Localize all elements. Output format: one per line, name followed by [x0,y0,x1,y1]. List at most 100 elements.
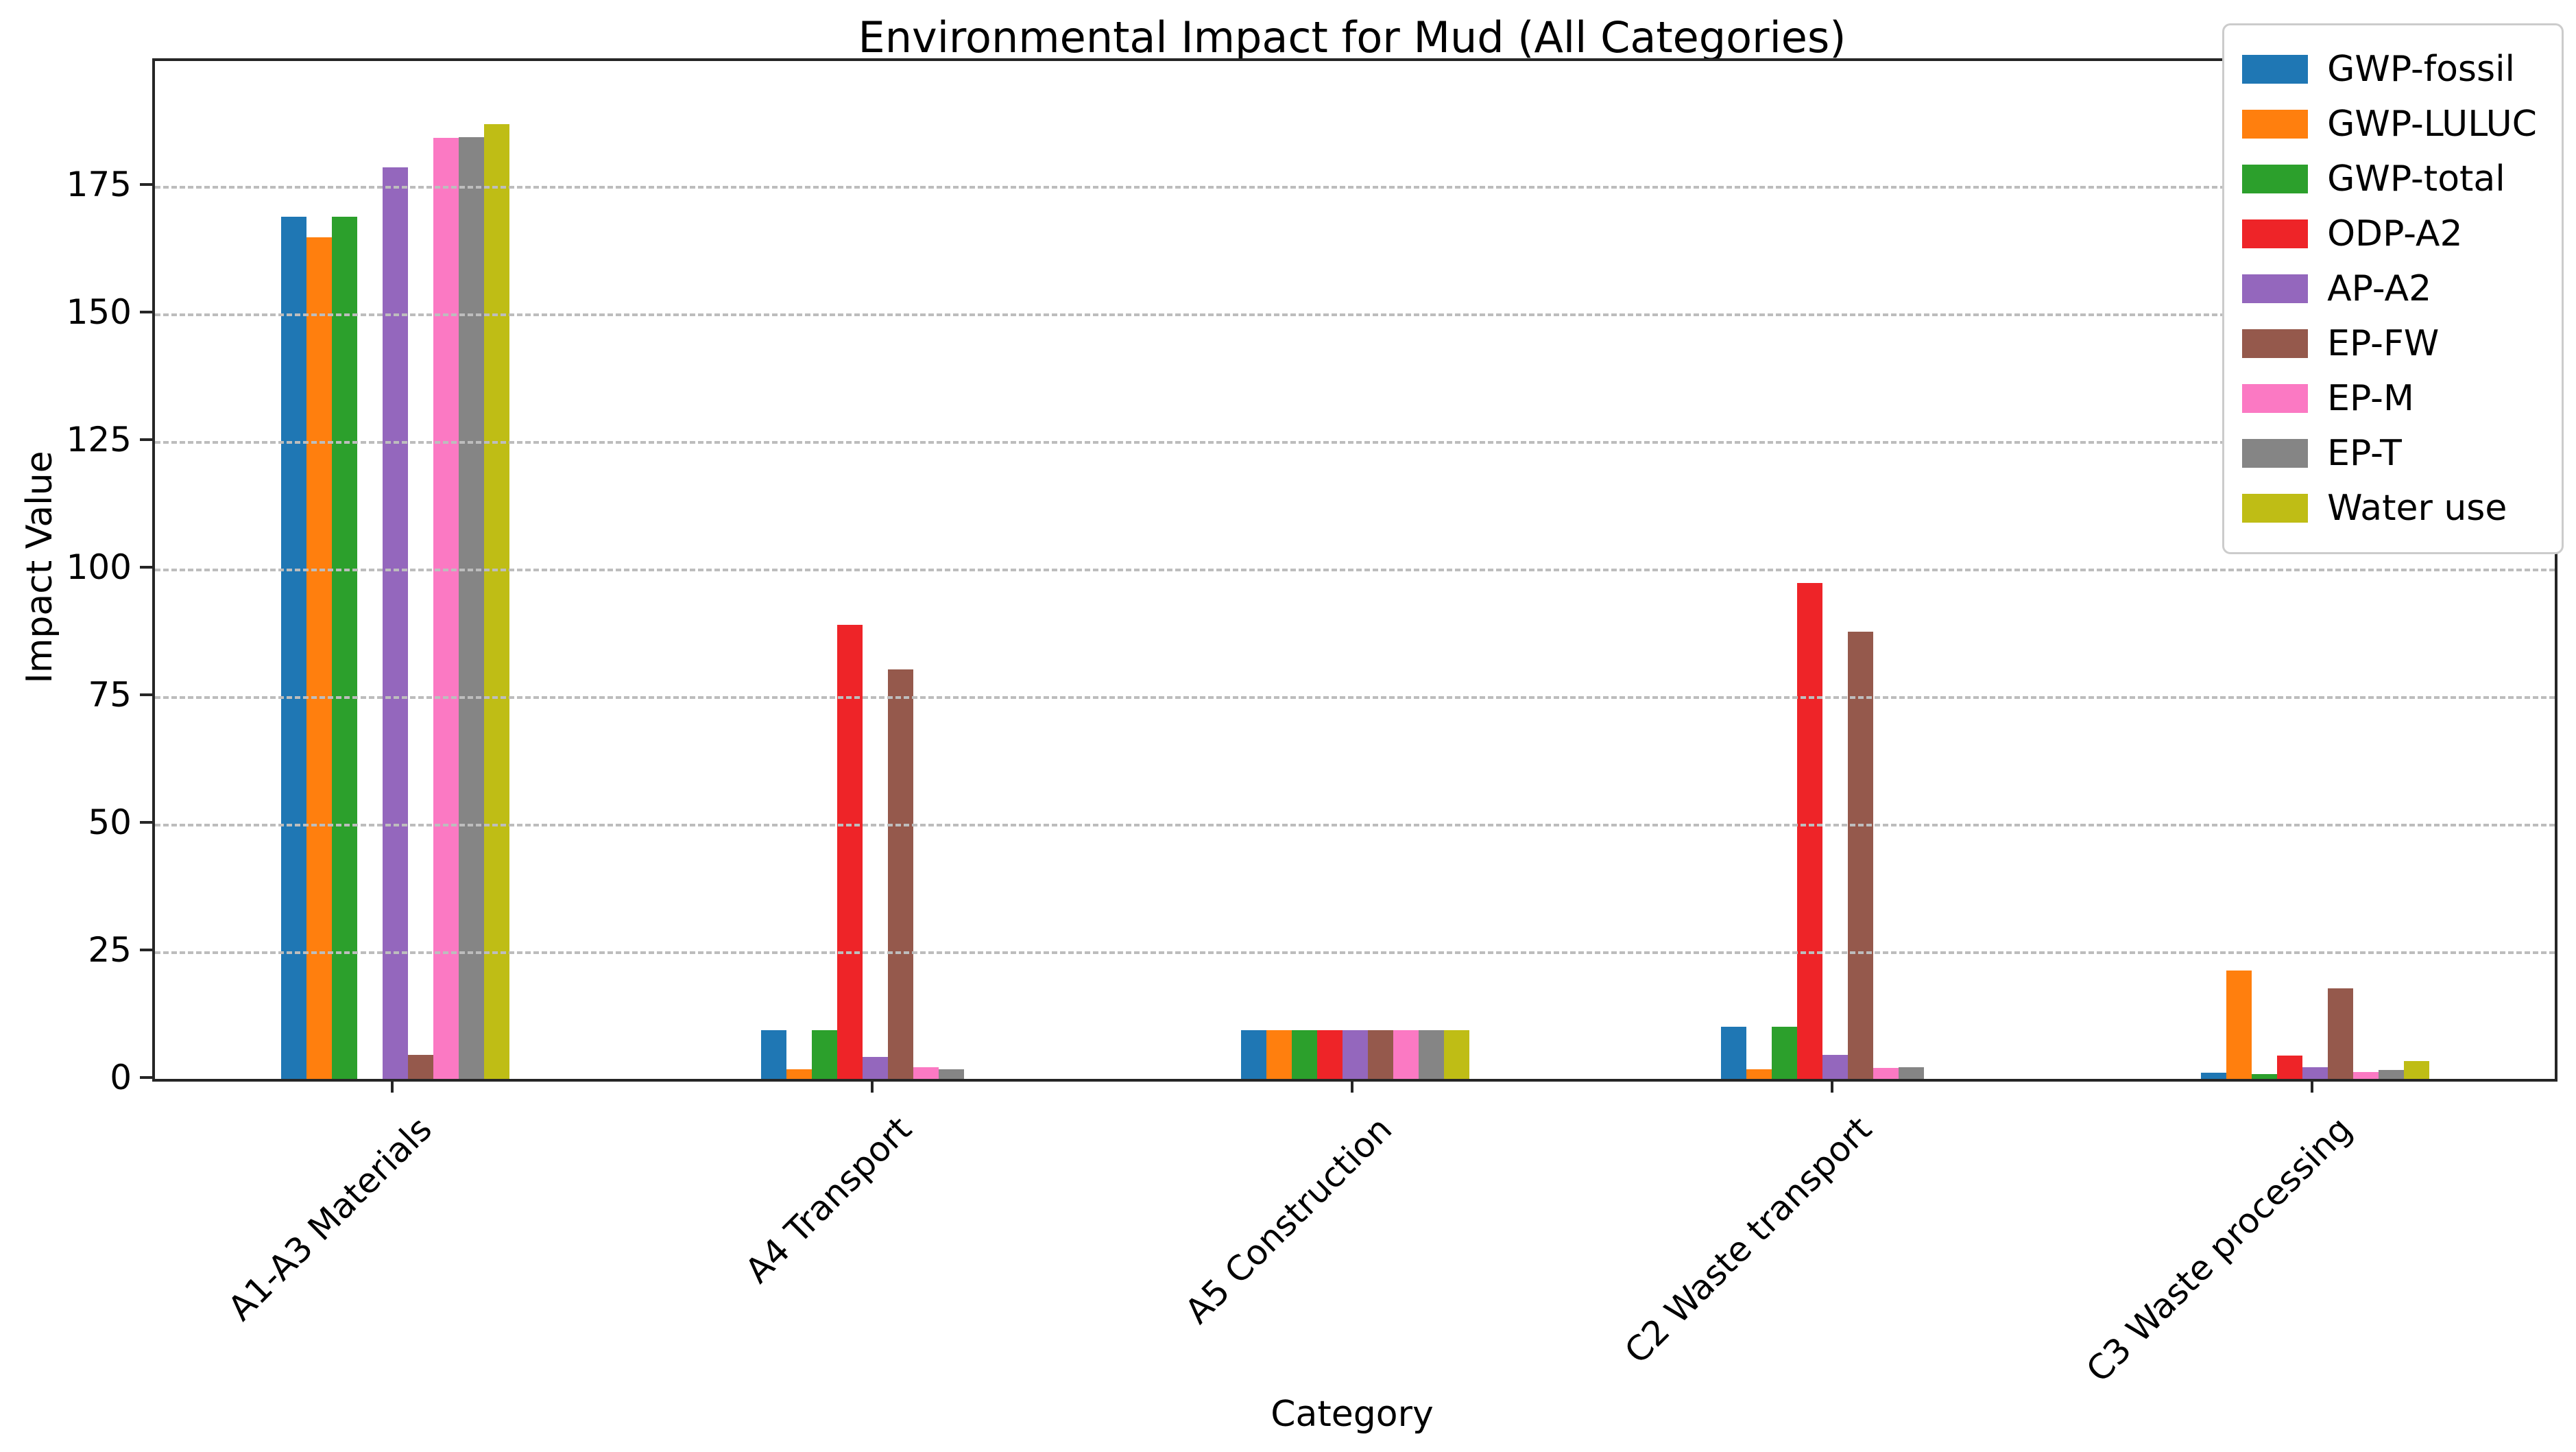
legend-swatch-ep-t [2242,439,2309,468]
gridline-25 [155,951,2555,955]
bar-ep-fw-a5-construction [1367,1030,1393,1079]
bar-ap-a2-c2-waste-transport [1822,1055,1848,1079]
y-tick-label-125: 125 [66,420,132,460]
legend-item-gwp-total: GWP-total [2242,152,2537,206]
legend-label-gwp-fossil: GWP-fossil [2327,49,2515,90]
bar-odp-a2-c3-waste-processing [2276,1055,2302,1079]
gridline-150 [155,313,2555,317]
chart-title: Environmental Impact for Mud (All Catego… [858,12,1846,62]
legend-swatch-ap-a2 [2242,274,2309,303]
legend-label-ap-a2: AP-A2 [2327,268,2432,309]
gridline-100 [155,569,2555,572]
gridline-75 [155,696,2555,700]
legend-item-ep-fw: EP-FW [2242,316,2537,371]
x-axis-label: Category [1271,1394,1434,1435]
x-tick-label-c3-waste-processing: C3 Waste processing [2078,1109,2360,1390]
legend-label-water-use: Water use [2327,488,2507,529]
bar-ep-t-a5-construction [1418,1030,1444,1079]
y-tick-mark-150 [140,311,152,314]
bar-water-use-c3-waste-processing [2403,1060,2429,1079]
legend-swatch-gwp-total [2242,165,2309,193]
bar-gwp-luluc-a1-a3-materials [306,237,332,1079]
bar-odp-a2-c2-waste-transport [1796,582,1822,1079]
bar-gwp-total-c3-waste-processing [2251,1073,2277,1079]
bar-gwp-luluc-a5-construction [1266,1030,1292,1079]
legend-item-ap-a2: AP-A2 [2242,261,2537,316]
bar-ep-fw-c2-waste-transport [1847,632,1873,1079]
x-tick-label-a1-a3-materials: A1-A3 Materials [220,1109,440,1329]
bar-ap-a2-a4-transport [862,1057,888,1079]
legend: GWP-fossil GWP-LULUC GWP-total ODP-A2 AP-A2 E… [2222,23,2564,554]
legend-label-ep-t: EP-T [2327,433,2402,474]
x-tick-mark-a4-transport [871,1079,874,1093]
bar-odp-a2-a4-transport [836,624,863,1079]
legend-label-odp-a2: ODP-A2 [2327,213,2463,254]
y-tick-label-25: 25 [88,930,132,971]
y-tick-mark-100 [140,566,152,569]
bar-gwp-total-a1-a3-materials [331,216,357,1079]
bar-ep-m-a4-transport [913,1067,939,1079]
legend-label-ep-fw: EP-FW [2327,323,2440,364]
bar-odp-a2-a5-construction [1316,1030,1343,1079]
x-tick-mark-c3-waste-processing [2311,1079,2313,1093]
y-tick-mark-0 [140,1076,152,1079]
bar-water-use-a1-a3-materials [483,124,509,1079]
bar-gwp-total-a4-transport [811,1030,837,1079]
y-tick-mark-75 [140,693,152,697]
bar-gwp-fossil-c2-waste-transport [1720,1027,1746,1079]
legend-item-ep-m: EP-M [2242,371,2537,426]
bar-ep-fw-a1-a3-materials [407,1055,433,1079]
x-tick-mark-a1-a3-materials [391,1079,394,1093]
legend-item-ep-t: EP-T [2242,426,2537,481]
y-tick-mark-175 [140,183,152,187]
bar-ep-t-c2-waste-transport [1898,1067,1924,1079]
legend-swatch-gwp-fossil [2242,55,2309,84]
legend-swatch-odp-a2 [2242,219,2309,248]
bar-ep-t-a1-a3-materials [458,136,484,1079]
gridline-175 [155,186,2555,189]
y-tick-label-50: 50 [88,802,132,843]
legend-swatch-ep-m [2242,384,2309,413]
bar-gwp-total-c2-waste-transport [1771,1027,1797,1079]
bar-gwp-total-a5-construction [1291,1030,1317,1079]
y-tick-mark-50 [140,821,152,824]
x-tick-label-a4-transport: A4 Transport [738,1109,920,1291]
y-tick-mark-125 [140,438,152,442]
y-tick-label-175: 175 [66,165,132,205]
bar-gwp-fossil-a5-construction [1240,1030,1266,1079]
x-tick-label-a5-construction: A5 Construction [1177,1109,1400,1332]
x-tick-mark-a5-construction [1351,1079,1353,1093]
legend-item-gwp-fossil: GWP-fossil [2242,42,2537,97]
bar-water-use-a5-construction [1443,1030,1469,1079]
legend-item-water-use: Water use [2242,481,2537,536]
bar-ep-m-c2-waste-transport [1873,1067,1899,1079]
bar-gwp-fossil-a1-a3-materials [280,216,306,1079]
bar-ap-a2-a1-a3-materials [382,167,408,1079]
legend-label-gwp-total: GWP-total [2327,158,2505,200]
legend-label-ep-m: EP-M [2327,378,2414,419]
legend-label-gwp-luluc: GWP-LULUC [2327,104,2537,145]
bar-gwp-fossil-a4-transport [760,1030,786,1079]
bar-gwp-luluc-a4-transport [786,1069,812,1079]
bar-ap-a2-c3-waste-processing [2302,1067,2328,1079]
legend-swatch-water-use [2242,494,2309,523]
gridline-125 [155,441,2555,444]
bar-ep-fw-a4-transport [887,669,913,1079]
legend-item-gwp-luluc: GWP-LULUC [2242,97,2537,152]
x-tick-label-c2-waste-transport: C2 Waste transport [1617,1109,1880,1372]
bar-gwp-fossil-c3-waste-processing [2200,1073,2226,1079]
x-tick-mark-c2-waste-transport [1831,1079,1833,1093]
bar-ap-a2-a5-construction [1342,1030,1368,1079]
gridline-50 [155,824,2555,827]
y-tick-mark-25 [140,949,152,952]
legend-swatch-ep-fw [2242,329,2309,358]
bar-ep-t-a4-transport [938,1069,964,1079]
y-tick-label-150: 150 [66,292,132,333]
legend-item-odp-a2: ODP-A2 [2242,206,2537,261]
bar-ep-t-c3-waste-processing [2378,1070,2404,1079]
bar-ep-m-c3-waste-processing [2352,1072,2379,1079]
y-tick-label-75: 75 [88,675,132,715]
plot-area [152,58,2557,1082]
bar-ep-m-a5-construction [1393,1030,1419,1079]
